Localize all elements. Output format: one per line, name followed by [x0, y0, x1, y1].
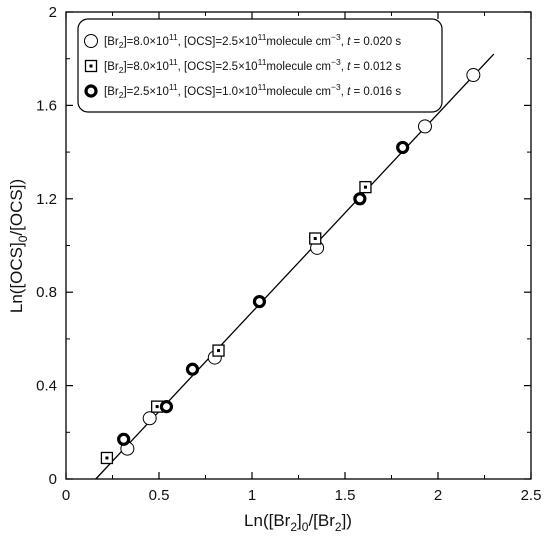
data-point-series-3: [396, 140, 410, 155]
y-tick-label: 1.2: [36, 191, 57, 208]
data-point-series-1: [142, 411, 157, 426]
data-points-layer: [100, 68, 481, 465]
legend-marker-series-2: [84, 59, 98, 73]
data-point-series-1: [466, 68, 481, 83]
data-point-series-2: [212, 344, 225, 357]
x-tick-label: 2: [434, 487, 442, 504]
legend-entry-3: [Br2]=2.5×1011, [OCS]=1.0×1011molecule c…: [104, 82, 401, 100]
legend-entry-1: [Br2]=8.0×1011, [OCS]=2.5×1011molecule c…: [104, 32, 401, 50]
x-tick-label: 0.5: [149, 487, 170, 504]
legend-entry-2: [Br2]=8.0×1011, [OCS]=2.5×1011molecule c…: [104, 57, 401, 75]
y-tick-label: 0.4: [36, 378, 57, 395]
y-axis-title: Ln([OCS]0/[OCS]): [7, 179, 30, 313]
y-tick-label: 0: [49, 471, 57, 488]
axis-ticks: 0 0.5 1 1.5 2 2.5 0 0.4 0.8 1.2 1.6 2: [36, 4, 541, 504]
data-point-series-3: [252, 294, 267, 309]
data-point-series-3: [353, 192, 367, 206]
legend-marker-series-3: [84, 84, 98, 98]
data-point-series-3: [185, 362, 200, 376]
y-tick-label: 2: [49, 4, 57, 21]
legend-markers: [84, 34, 98, 98]
data-point-series-1: [417, 119, 432, 134]
legend-marker-series-1: [84, 34, 98, 48]
legend-box: [Br2]=8.0×1011, [OCS]=2.5×1011molecule c…: [77, 18, 443, 113]
data-point-series-2: [100, 451, 114, 465]
x-tick-label: 2.5: [521, 487, 542, 504]
x-tick-label: 1: [248, 487, 256, 504]
x-tick-label: 1.5: [335, 487, 356, 504]
data-point-series-3: [159, 400, 174, 414]
x-tick-label: 0: [62, 487, 70, 504]
data-point-series-3: [117, 432, 131, 446]
x-axis-title: Ln([Br2]0/[Br2]): [244, 511, 352, 534]
data-point-series-2: [359, 180, 372, 194]
y-tick-label: 0.8: [36, 284, 57, 301]
y-tick-label: 1.6: [36, 97, 57, 114]
data-point-series-2: [309, 232, 322, 245]
